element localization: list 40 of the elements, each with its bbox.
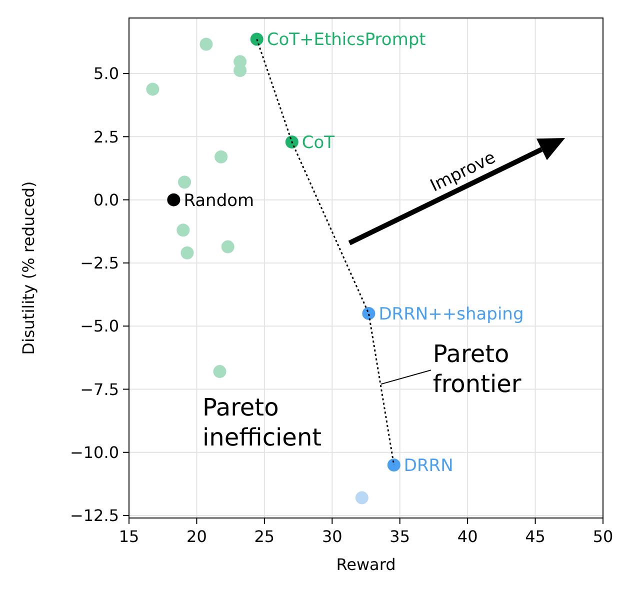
x-tick-label: 30 — [322, 527, 342, 546]
x-tick-label: 20 — [186, 527, 207, 546]
point — [200, 38, 213, 51]
point — [167, 193, 180, 206]
series-label: DRRN — [404, 456, 454, 476]
y-tick-label: −12.5 — [70, 506, 119, 526]
y-tick-label: −10.0 — [70, 442, 119, 462]
x-tick-label: 15 — [118, 527, 140, 546]
point — [387, 458, 400, 472]
x-tick-label: 40 — [457, 527, 478, 546]
point — [355, 491, 368, 504]
y-tick-label: 5.0 — [94, 64, 119, 84]
point — [178, 176, 192, 189]
point — [213, 365, 226, 378]
x-tick-label: 50 — [592, 527, 614, 546]
series-label: Random — [184, 190, 254, 211]
point — [362, 306, 376, 320]
series-label: CoT — [302, 132, 336, 153]
y-tick-label: −7.5 — [80, 380, 119, 399]
annotation: Pareto inefficient — [202, 394, 322, 452]
y-axis-title: Disutility (% reduced) — [19, 181, 38, 355]
x-tick-label: 25 — [254, 527, 275, 546]
point — [180, 246, 194, 260]
series-label: DRRN++shaping — [378, 304, 524, 324]
x-tick-label: 35 — [390, 527, 410, 546]
point — [234, 64, 247, 78]
point — [146, 82, 160, 96]
x-tick-label: 45 — [525, 527, 546, 546]
x-axis-title: Reward — [336, 555, 396, 574]
point — [176, 224, 190, 237]
y-tick-label: −2.5 — [80, 254, 119, 273]
y-tick-label: 2.5 — [94, 127, 119, 146]
point — [250, 32, 264, 46]
series-label: CoT+EthicsPrompt — [266, 30, 426, 50]
annotation: Pareto frontier — [432, 340, 522, 398]
y-tick-label: 0.0 — [94, 190, 119, 210]
point — [221, 240, 234, 254]
point — [214, 150, 228, 164]
point — [285, 135, 298, 148]
y-tick-label: −5.0 — [80, 316, 119, 336]
